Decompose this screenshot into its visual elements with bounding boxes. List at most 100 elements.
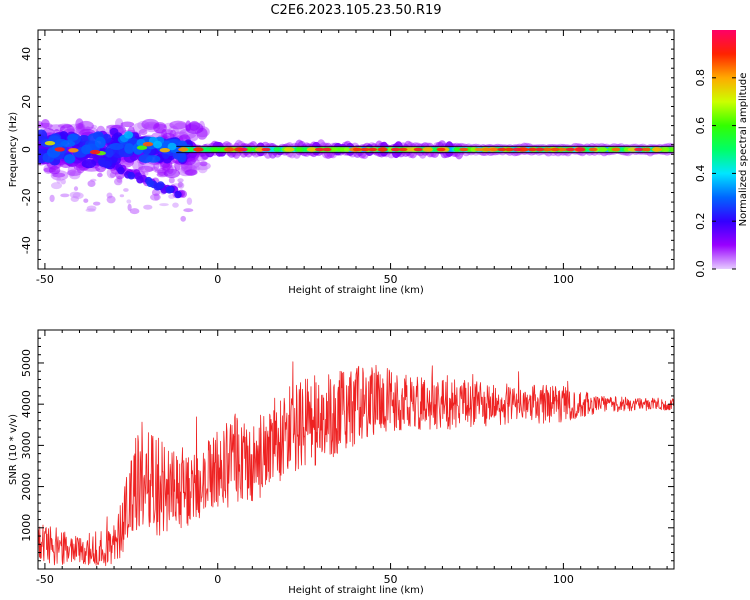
heatmap-cell (186, 197, 193, 205)
colorbar-gradient (712, 30, 736, 269)
heatmap-cell (48, 166, 61, 175)
heatmap-cell (49, 194, 55, 203)
spectrogram-x-tick-label: -50 (36, 273, 54, 286)
heatmap-cell (611, 147, 621, 152)
spectrogram-y-tick-label: 20 (20, 95, 33, 109)
heatmap-cell (172, 202, 179, 208)
heatmap-cell (177, 151, 187, 163)
heatmap-cell (51, 182, 62, 190)
heatmap-cell (146, 179, 155, 188)
heatmap-cell (97, 172, 103, 178)
colorbar-label: Normalized spectral amplitude (738, 73, 749, 227)
heatmap-cell (75, 118, 84, 130)
heatmap-cell (188, 147, 195, 152)
heatmap-cell (588, 147, 598, 152)
heatmap-cell (163, 168, 180, 179)
heatmap-cell (597, 147, 608, 152)
heatmap-cell (535, 147, 545, 152)
heatmap-cell (575, 147, 586, 152)
heatmap-cell (565, 147, 575, 152)
heatmap-cell (136, 145, 148, 150)
heatmap-cell (124, 131, 134, 139)
spectrogram-x-tick-label: 50 (384, 273, 398, 286)
snr-y-label: SNR (10 * v/v) (8, 414, 19, 485)
heatmap-cell (474, 147, 484, 152)
heatmap-cell (87, 180, 96, 188)
heatmap-cell (69, 191, 81, 198)
heatmap-cell (238, 147, 248, 152)
heatmap-cell (669, 147, 674, 152)
heatmap-cell (123, 188, 129, 192)
heatmap-cell (150, 193, 161, 201)
heatmap-cell (213, 147, 220, 152)
heatmap-cell (352, 147, 362, 152)
snr-plot-area (38, 330, 674, 569)
heatmap-cell (120, 121, 135, 128)
heatmap-cell (377, 147, 388, 152)
heatmap-cell (68, 148, 79, 153)
snr-x-tick-label: 100 (553, 573, 574, 586)
heatmap-cell (78, 135, 90, 143)
heatmap-cell (73, 186, 79, 191)
heatmap-cell (114, 177, 123, 186)
heatmap-cell (512, 147, 522, 152)
heatmap-cell (98, 157, 106, 166)
heatmap-cell (296, 147, 303, 152)
spectrogram-heatmap (38, 118, 674, 222)
heatmap-cell (159, 148, 170, 153)
heatmap-cell (641, 147, 651, 152)
snr-ticks: -50 0 50 100 1000 2000 3000 4000 5000 (20, 330, 674, 586)
heatmap-cell (550, 147, 560, 152)
heatmap-cell (497, 147, 507, 152)
chart-title: C2E6.2023.105.23.50.R19 (270, 3, 441, 18)
heatmap-cell (543, 147, 552, 152)
heatmap-cell (387, 147, 394, 152)
heatmap-cell (558, 147, 568, 152)
snr-x-tick-label: 50 (384, 573, 398, 586)
heatmap-cell (156, 181, 165, 189)
heatmap-cell (306, 147, 317, 152)
heatmap-cell (390, 147, 400, 152)
colorbar-tick-label: 0.6 (694, 117, 707, 135)
heatmap-cell (661, 147, 668, 152)
heatmap-cell (177, 178, 184, 183)
spectrogram-ticks: -50 0 50 100 40 20 0 -20 -40 (20, 29, 674, 286)
snr-y-tick-label: 2000 (20, 473, 33, 501)
heatmap-cell (117, 166, 125, 175)
heatmap-cell (177, 181, 183, 188)
heatmap-cell (167, 142, 177, 151)
heatmap-cell (93, 201, 101, 206)
spectrogram-y-tick-label: 40 (20, 47, 33, 61)
heatmap-cell (138, 129, 148, 136)
heatmap-cell (127, 171, 136, 180)
heatmap-cell (404, 147, 416, 152)
heatmap-cell (41, 119, 50, 129)
heatmap-cell (607, 147, 614, 152)
heatmap-cell (261, 147, 271, 152)
heatmap-cell (153, 122, 167, 134)
snr-x-tick-label: 0 (214, 573, 221, 586)
heatmap-cell (44, 141, 56, 146)
spectrogram-y-tick-label: -20 (20, 188, 33, 206)
heatmap-cell (398, 147, 408, 152)
spectrogram-y-label: Frequency (Hz) (8, 112, 19, 188)
heatmap-cell (81, 144, 92, 155)
snr-panel: -50 0 50 100 1000 2000 3000 4000 5000 Height of … (8, 329, 675, 596)
heatmap-cell (169, 120, 187, 130)
heatmap-cell (322, 147, 332, 152)
snr-series-clip (38, 361, 674, 567)
heatmap-cell (470, 147, 477, 152)
heatmap-cell (185, 169, 198, 176)
heatmap-cell (505, 147, 514, 152)
heatmap-cell (368, 147, 378, 152)
snr-y-tick-label: 4000 (20, 390, 33, 418)
colorbar-tick-label: 0.2 (694, 212, 707, 230)
heatmap-cell (180, 215, 186, 222)
snr-y-tick-label: 1000 (20, 514, 33, 542)
heatmap-cell (165, 186, 174, 194)
heatmap-cell (527, 147, 537, 152)
heatmap-cell (89, 149, 101, 155)
heatmap-cell (159, 203, 169, 207)
heatmap-cell (436, 147, 446, 152)
